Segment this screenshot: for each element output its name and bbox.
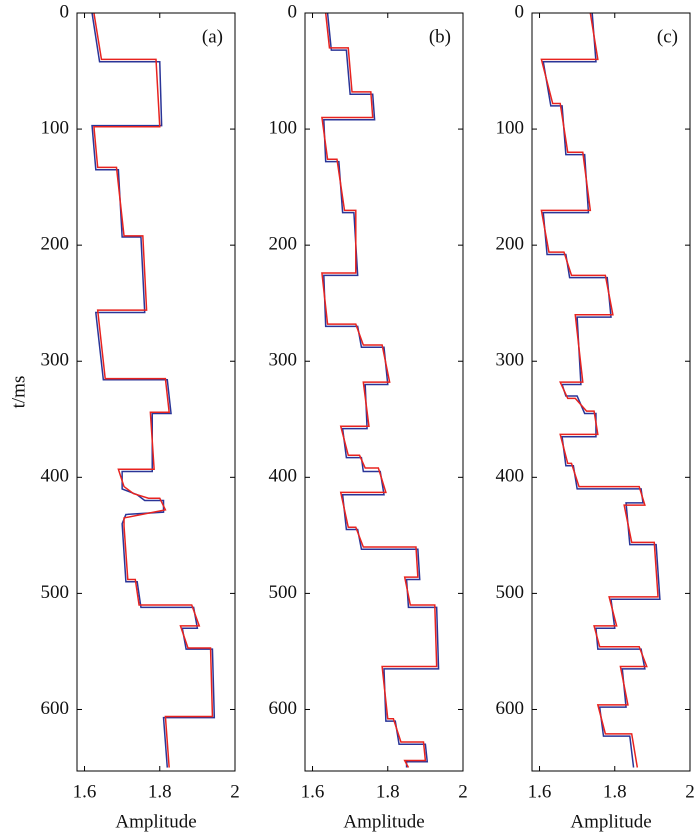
panel-label: (c) xyxy=(657,26,678,47)
amplitude-curve xyxy=(91,12,216,768)
amplitude-curve xyxy=(542,12,661,768)
y-tick-label: 100 xyxy=(496,117,525,138)
y-tick-label: 300 xyxy=(41,350,70,371)
x-tick-label: 1.6 xyxy=(73,781,97,802)
x-tick-label: 2 xyxy=(685,781,695,802)
y-axis-label: t/ms xyxy=(8,376,29,409)
amplitude-curve xyxy=(540,12,659,768)
amplitude-curve xyxy=(93,12,214,768)
plot-frame xyxy=(531,12,691,772)
x-tick-label: 1.8 xyxy=(376,781,400,802)
y-tick-label: 300 xyxy=(269,350,298,371)
amplitude-curve xyxy=(323,12,440,768)
x-tick-label: 1.8 xyxy=(603,781,627,802)
plot-frame xyxy=(76,12,236,772)
x-tick-label: 2 xyxy=(230,781,240,802)
y-tick-label: 200 xyxy=(41,234,70,255)
y-tick-label: 0 xyxy=(60,1,70,22)
x-tick-label: 1.6 xyxy=(301,781,325,802)
y-tick-label: 0 xyxy=(288,1,298,22)
y-tick-label: 0 xyxy=(515,1,525,22)
x-tick-label: 1.8 xyxy=(148,781,172,802)
panel-label: (a) xyxy=(202,26,223,47)
y-tick-label: 400 xyxy=(41,466,70,487)
panel-label: (b) xyxy=(429,26,451,47)
x-axis-label: Amplitude xyxy=(115,811,196,832)
y-tick-label: 600 xyxy=(496,698,525,719)
plot-frame xyxy=(304,12,464,772)
y-tick-label: 300 xyxy=(496,350,525,371)
x-axis-label: Amplitude xyxy=(343,811,424,832)
y-tick-label: 200 xyxy=(496,234,525,255)
y-tick-label: 600 xyxy=(41,698,70,719)
y-tick-label: 200 xyxy=(269,234,298,255)
y-tick-label: 100 xyxy=(41,117,70,138)
y-tick-label: 500 xyxy=(496,582,525,603)
y-tick-label: 400 xyxy=(269,466,298,487)
y-tick-label: 500 xyxy=(269,582,298,603)
x-axis-label: Amplitude xyxy=(570,811,651,832)
y-tick-label: 400 xyxy=(496,466,525,487)
y-tick-label: 500 xyxy=(41,582,70,603)
y-tick-label: 100 xyxy=(269,117,298,138)
y-tick-label: 600 xyxy=(269,698,298,719)
x-tick-label: 1.6 xyxy=(528,781,552,802)
amplitude-curve xyxy=(321,12,438,768)
x-tick-label: 2 xyxy=(458,781,468,802)
